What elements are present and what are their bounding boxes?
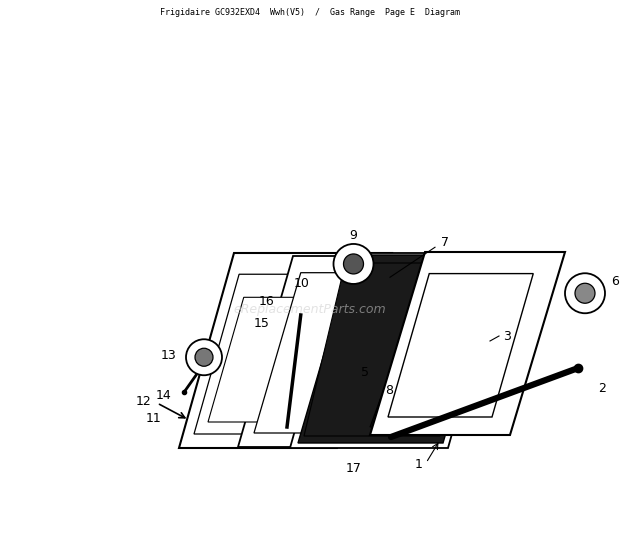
Polygon shape [179, 253, 392, 448]
Polygon shape [238, 256, 445, 447]
Circle shape [575, 284, 595, 303]
Text: 14: 14 [156, 389, 172, 402]
Text: 15: 15 [254, 317, 270, 330]
Text: 5: 5 [360, 366, 368, 379]
Text: 11: 11 [146, 412, 162, 425]
Text: 1: 1 [415, 459, 423, 472]
Circle shape [343, 254, 363, 274]
Text: 3: 3 [503, 329, 511, 342]
Text: 17: 17 [346, 461, 362, 474]
Polygon shape [370, 337, 413, 427]
Text: 9: 9 [350, 230, 358, 243]
Polygon shape [194, 274, 364, 434]
Polygon shape [304, 263, 481, 436]
Polygon shape [370, 252, 565, 435]
Text: 10: 10 [293, 277, 309, 290]
Circle shape [334, 244, 373, 284]
Text: 7: 7 [441, 236, 449, 249]
Text: 16: 16 [259, 295, 275, 308]
Polygon shape [254, 273, 421, 433]
Text: 8: 8 [386, 384, 394, 397]
Text: 6: 6 [611, 275, 619, 288]
Circle shape [565, 273, 605, 313]
Polygon shape [388, 274, 533, 417]
Circle shape [186, 339, 222, 375]
Text: 12: 12 [136, 395, 152, 409]
Polygon shape [298, 255, 498, 443]
Text: eReplacementParts.com: eReplacementParts.com [234, 303, 386, 316]
Text: 13: 13 [161, 349, 177, 362]
Circle shape [195, 348, 213, 366]
Text: Frigidaire GC932EXD4  Wwh(V5)  /  Gas Range  Page E  Diagram: Frigidaire GC932EXD4 Wwh(V5) / Gas Range… [160, 8, 460, 17]
Polygon shape [208, 298, 336, 422]
Text: 2: 2 [598, 382, 606, 395]
Polygon shape [290, 253, 503, 448]
